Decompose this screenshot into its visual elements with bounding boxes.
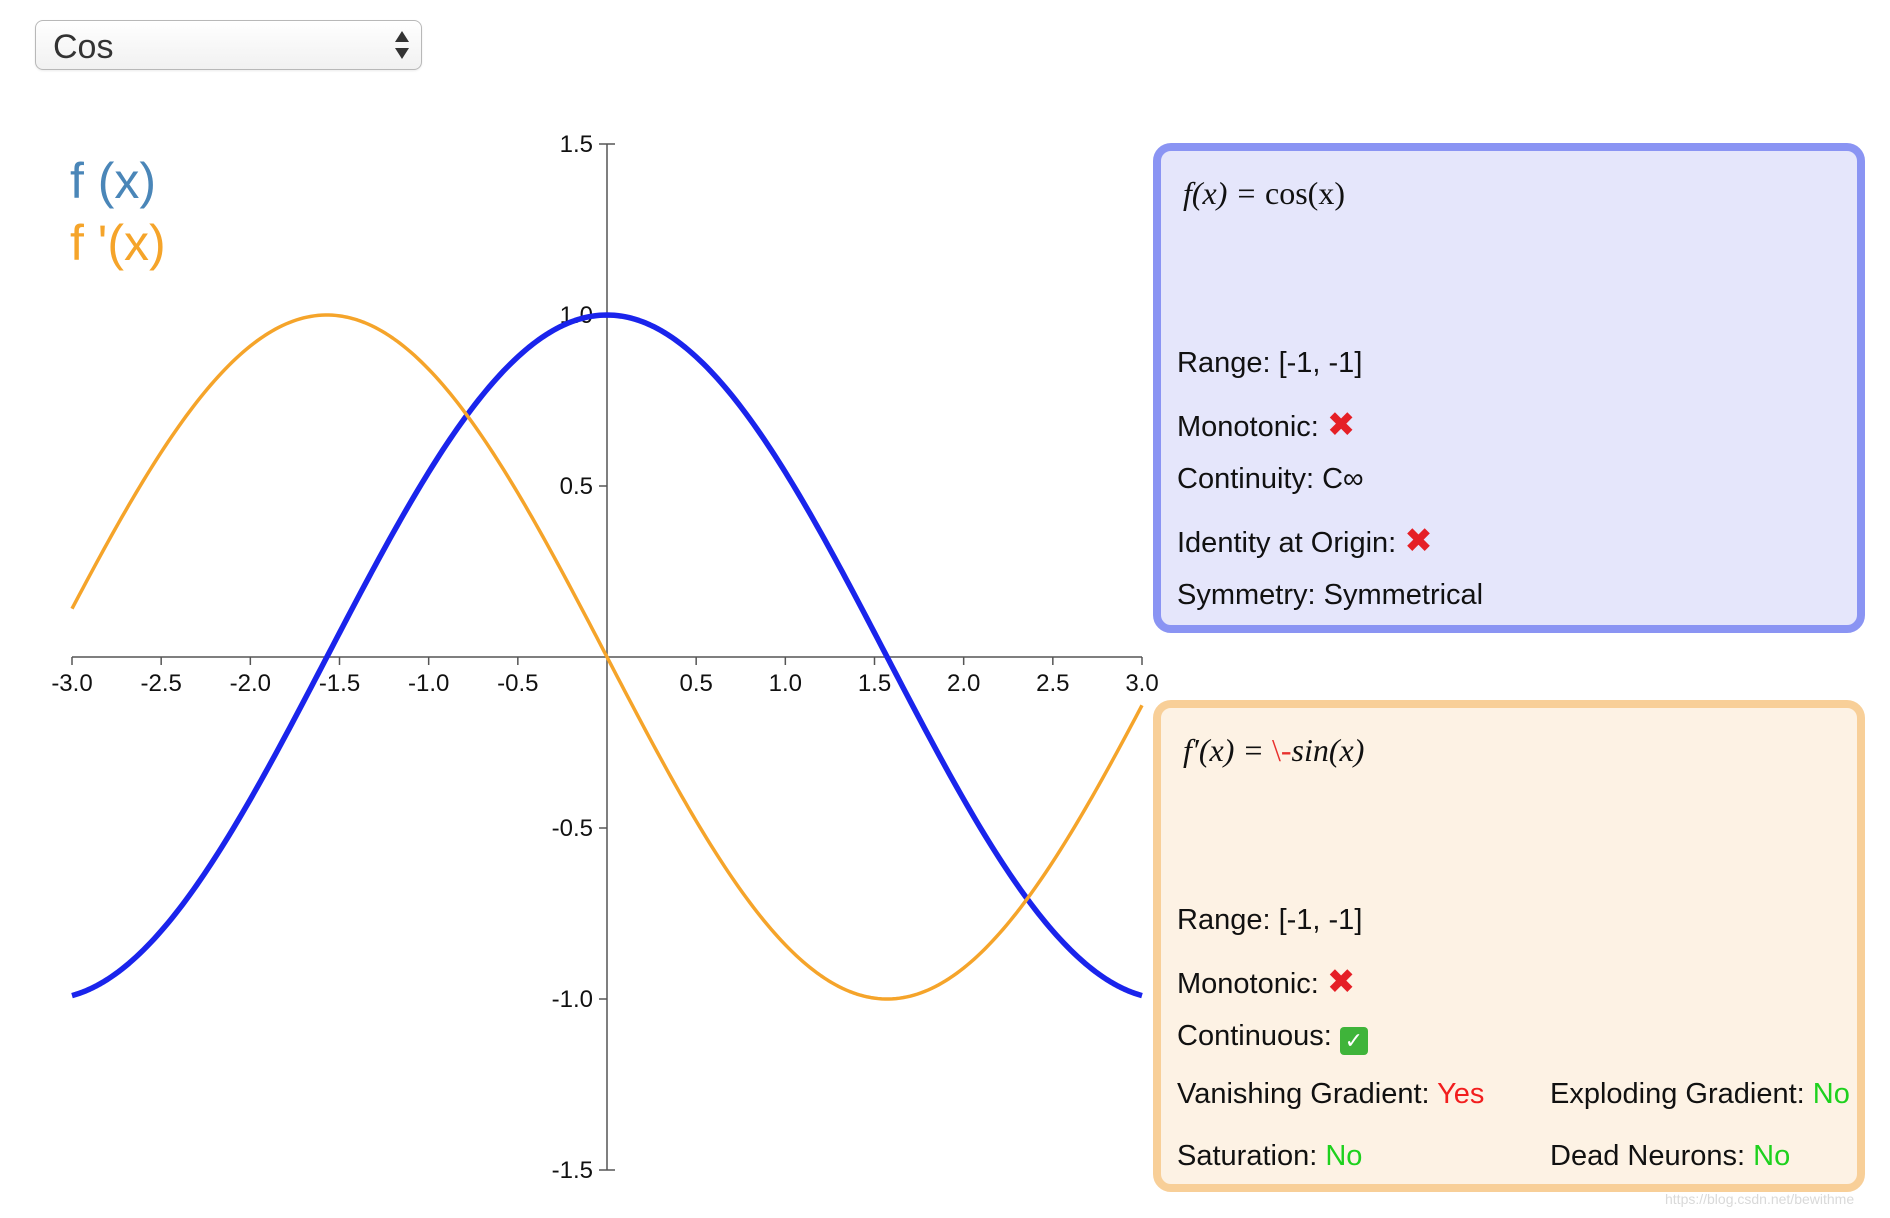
vanishing-gradient: Vanishing Gradient: Yes	[1177, 1078, 1484, 1111]
function-continuity: Continuity: C∞	[1177, 463, 1364, 495]
vanishing-gradient-label: Vanishing Gradient:	[1177, 1078, 1438, 1110]
function-monotonic: Monotonic: ✖	[1177, 405, 1355, 445]
function-select[interactable]: Cos	[35, 20, 422, 70]
dead-neurons-value: No	[1753, 1140, 1791, 1172]
x-tick-label: 1.0	[769, 670, 802, 697]
derivative-formula: f′(x) = \-sin(x)	[1183, 732, 1364, 769]
x-tick-label: -2.5	[140, 670, 181, 697]
saturation: Saturation: No	[1177, 1140, 1362, 1173]
legend-dfx: f '(x)	[70, 215, 166, 271]
dead-neurons: Dead Neurons: No	[1550, 1140, 1790, 1173]
function-formula: f(x) = cos(x)	[1183, 175, 1345, 212]
saturation-value: No	[1325, 1140, 1363, 1172]
function-select-value: Cos	[53, 28, 114, 66]
derivative-continuous-label: Continuous:	[1177, 1020, 1340, 1052]
series-line-fx	[71, 312, 1143, 999]
function-identity: Identity at Origin: ✖	[1177, 521, 1433, 561]
function-formula-lhs: f(x) =	[1183, 175, 1265, 211]
function-properties-panel: f(x) = cos(x) Range: [-1, -1] Monotonic:…	[1153, 143, 1865, 633]
exploding-gradient: Exploding Gradient: No	[1550, 1078, 1850, 1111]
vanishing-gradient-value: Yes	[1437, 1078, 1485, 1110]
x-tick-label: -1.0	[408, 670, 449, 697]
legend-fx: f (x)	[70, 153, 157, 209]
x-tick-label: -2.0	[230, 670, 271, 697]
derivative-formula-red: \-	[1272, 732, 1292, 768]
function-identity-label: Identity at Origin:	[1177, 527, 1405, 559]
x-tick-label: 3.0	[1125, 670, 1158, 697]
y-tick-label: -1.0	[552, 986, 593, 1013]
derivative-continuous: Continuous: ✓	[1177, 1020, 1368, 1055]
derivative-properties-panel: f′(x) = \-sin(x) Range: [-1, -1] Monoton…	[1153, 700, 1865, 1192]
derivative-range: Range: [-1, -1]	[1177, 904, 1363, 936]
saturation-label: Saturation:	[1177, 1140, 1326, 1172]
function-formula-rhs: cos(x)	[1265, 175, 1345, 211]
select-arrows-icon	[395, 31, 409, 59]
y-tick-label: -1.5	[552, 1157, 593, 1184]
function-symmetry: Symmetry: Symmetrical	[1177, 579, 1484, 611]
cross-icon: ✖	[1404, 522, 1433, 560]
derivative-monotonic-label: Monotonic:	[1177, 968, 1327, 1000]
x-tick-label: 2.0	[947, 670, 980, 697]
x-tick-label: 0.5	[679, 670, 712, 697]
series-line-dfx	[70, 313, 1144, 1001]
derivative-formula-lhs: f′(x) =	[1183, 732, 1272, 768]
derivative-formula-rhs: sin(x)	[1291, 732, 1365, 768]
exploding-gradient-label: Exploding Gradient:	[1550, 1078, 1813, 1110]
dead-neurons-label: Dead Neurons:	[1550, 1140, 1754, 1172]
y-tick-label: -0.5	[552, 815, 593, 842]
checkmark-icon: ✓	[1339, 1027, 1368, 1055]
function-monotonic-label: Monotonic:	[1177, 411, 1327, 443]
x-tick-label: -3.0	[51, 670, 92, 697]
x-tick-label: 2.5	[1036, 670, 1069, 697]
x-tick-label: 1.5	[858, 670, 891, 697]
derivative-monotonic: Monotonic: ✖	[1177, 962, 1355, 1002]
exploding-gradient-value: No	[1812, 1078, 1850, 1110]
y-tick-label: 1.5	[560, 131, 593, 158]
cross-icon: ✖	[1326, 963, 1356, 1001]
cross-icon: ✖	[1326, 406, 1356, 444]
x-tick-label: -0.5	[497, 670, 538, 697]
function-range: Range: [-1, -1]	[1177, 347, 1363, 379]
y-tick-label: 0.5	[560, 473, 593, 500]
watermark: https://blog.csdn.net/bewithme	[1665, 1191, 1855, 1207]
x-tick-label: -1.5	[319, 670, 360, 697]
